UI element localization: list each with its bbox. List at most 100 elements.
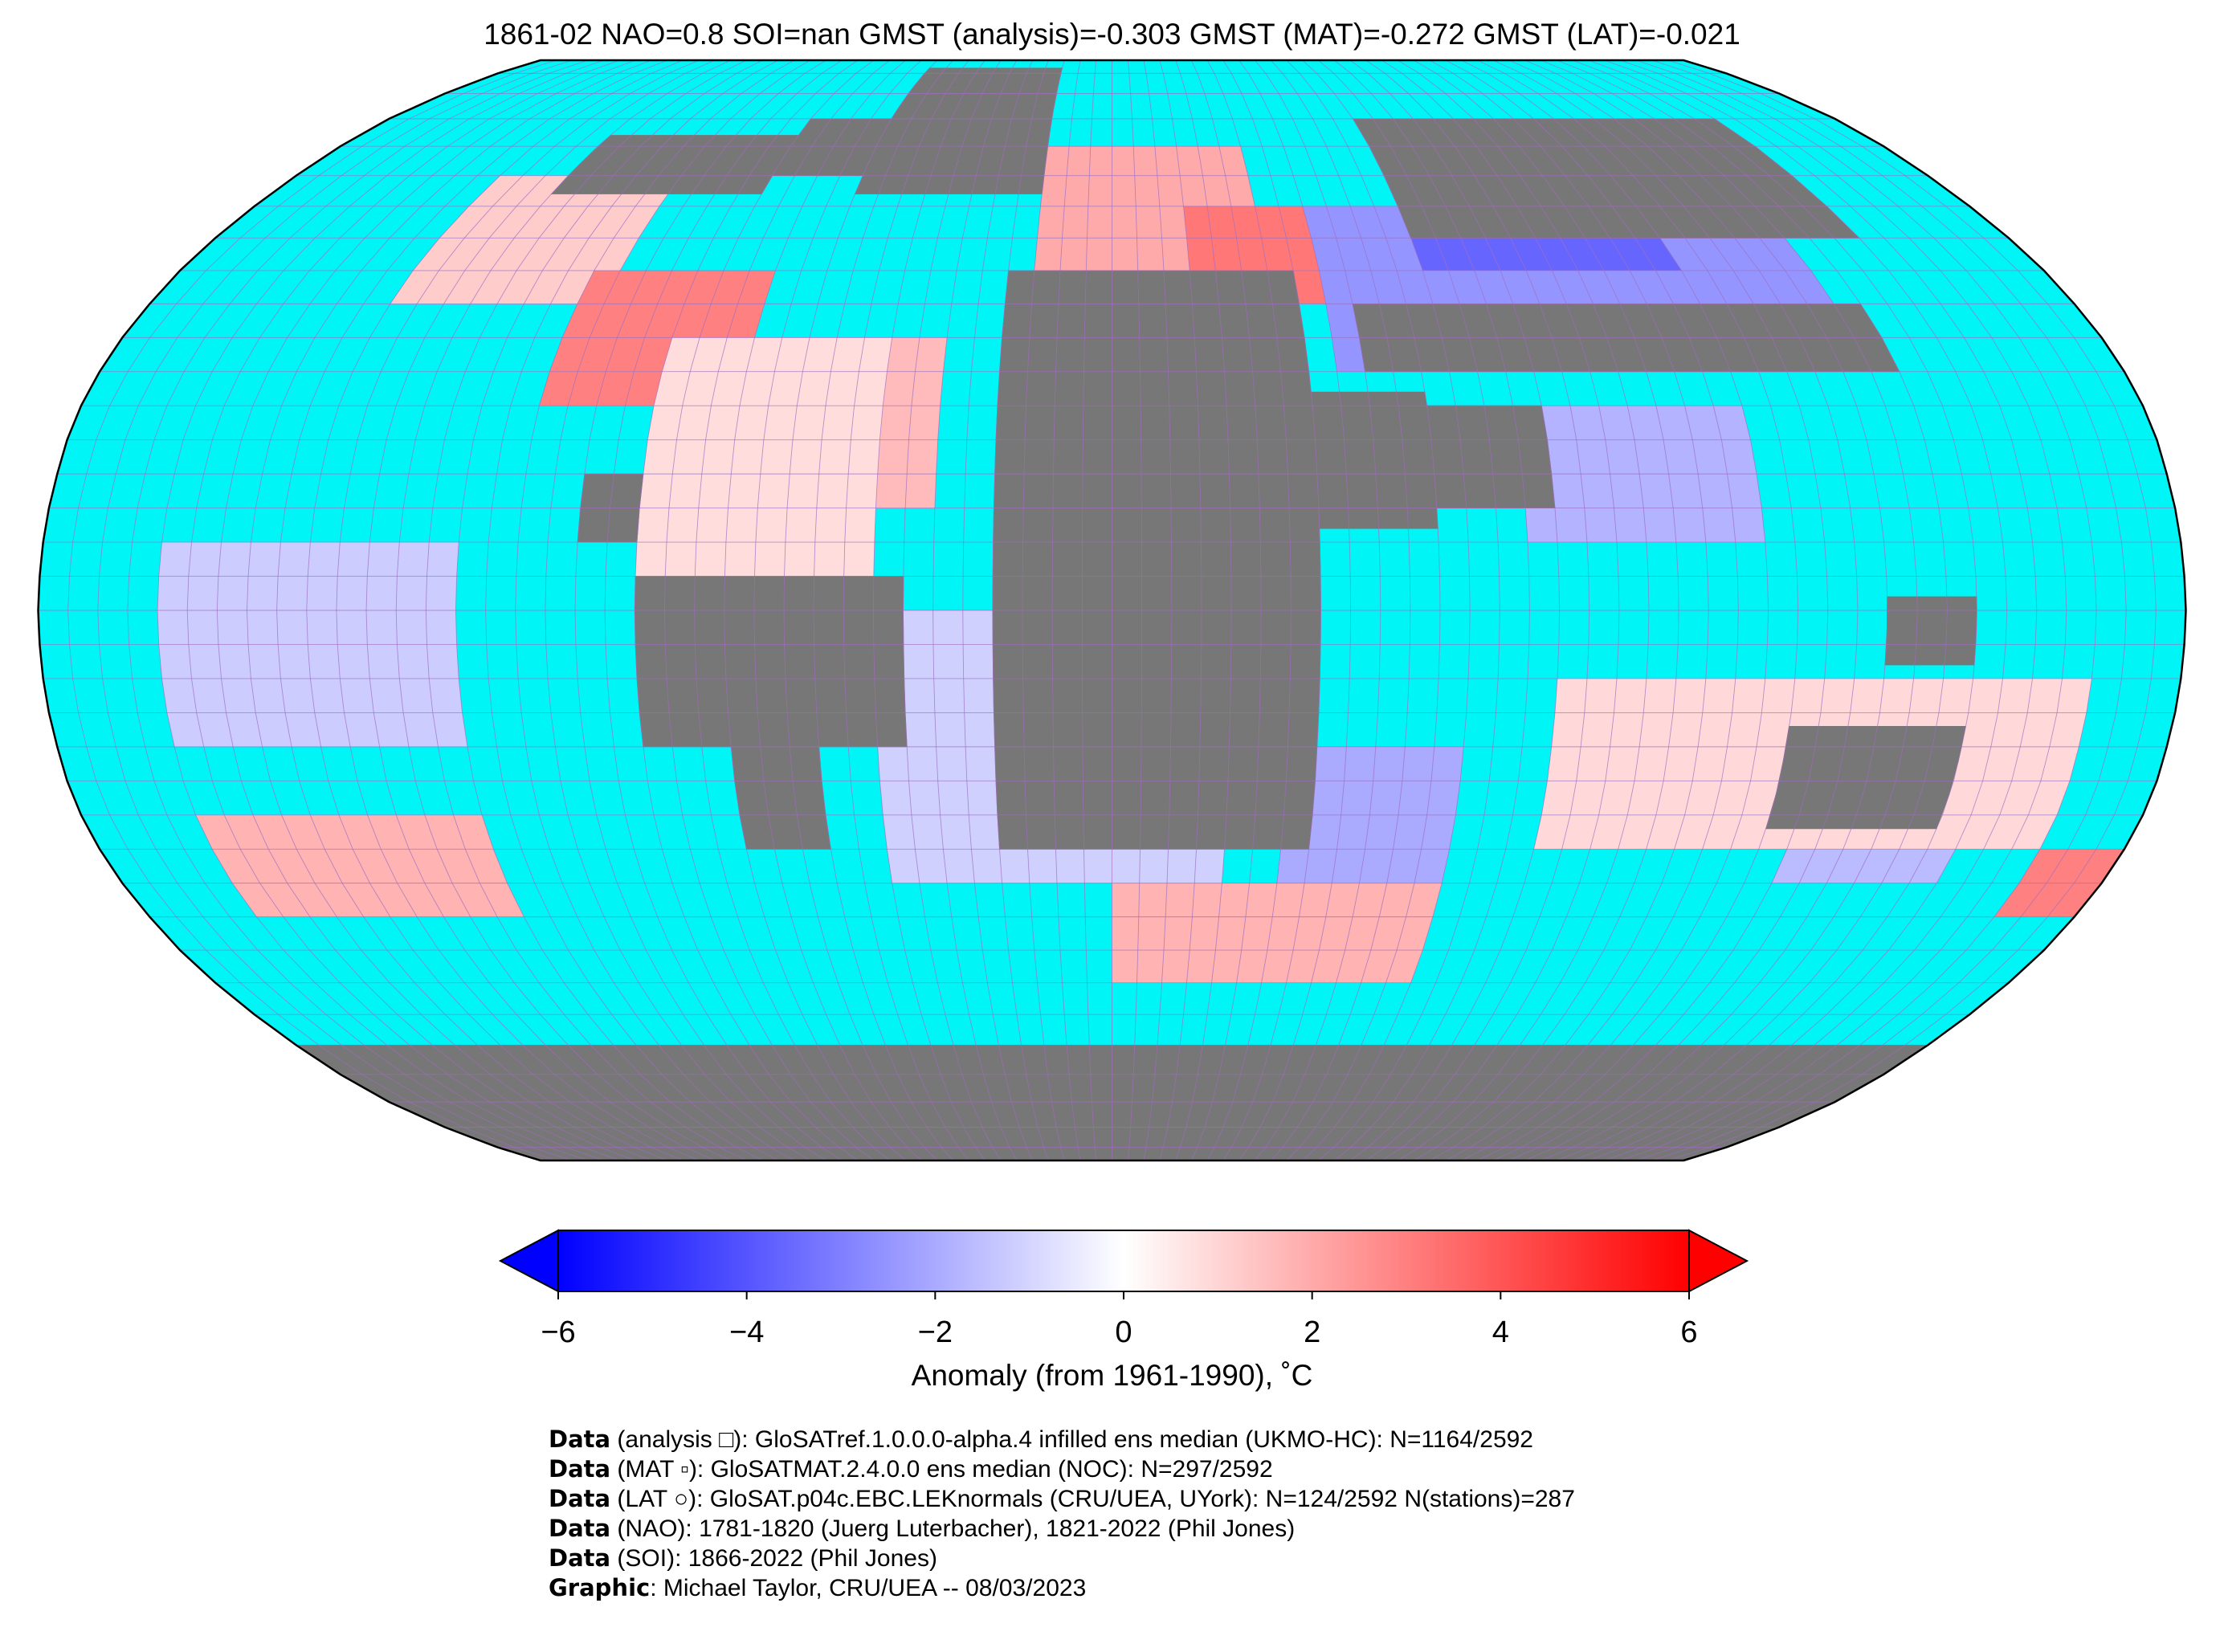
anomaly-cell bbox=[1971, 781, 2012, 815]
anomaly-cell bbox=[390, 270, 439, 304]
anomaly-cell bbox=[492, 175, 546, 206]
anomaly-cell bbox=[1344, 746, 1376, 781]
anomaly-cell bbox=[696, 508, 728, 543]
anomaly-cell bbox=[1230, 206, 1262, 239]
anomaly-cell bbox=[314, 883, 364, 917]
anomaly-cell bbox=[1332, 337, 1365, 372]
anomaly-cell bbox=[281, 814, 325, 850]
anomaly-cell bbox=[1547, 746, 1581, 781]
anomaly-cell bbox=[1194, 849, 1225, 883]
colorbar-extend-low bbox=[498, 1229, 559, 1293]
anomaly-cell bbox=[413, 238, 465, 271]
land-cell bbox=[1024, 781, 1055, 816]
land-cell bbox=[1189, 270, 1220, 304]
anomaly-cell bbox=[1614, 508, 1647, 543]
land-cell bbox=[694, 610, 725, 645]
anomaly-cell bbox=[1639, 712, 1674, 747]
land-cell bbox=[814, 644, 846, 679]
land-cell bbox=[1031, 270, 1061, 304]
anomaly-cell bbox=[784, 542, 815, 577]
anomaly-cell bbox=[1982, 746, 2021, 781]
land-cell bbox=[1081, 644, 1112, 679]
anomaly-cell bbox=[1315, 746, 1347, 781]
anomaly-cell bbox=[1286, 238, 1320, 271]
land-cell bbox=[1140, 371, 1170, 406]
anomaly-cell bbox=[617, 304, 658, 338]
land-cell bbox=[1165, 303, 1195, 338]
anomaly-cell bbox=[1555, 508, 1587, 543]
anomaly-cell bbox=[369, 678, 404, 713]
land-cell bbox=[1367, 391, 1402, 427]
anomaly-cell bbox=[1414, 849, 1450, 883]
anomaly-cell bbox=[848, 439, 880, 475]
land-cell bbox=[994, 439, 1026, 475]
land-cell bbox=[1053, 405, 1084, 440]
anomaly-cell bbox=[549, 337, 590, 372]
anomaly-cell bbox=[1698, 712, 1732, 747]
anomaly-cell bbox=[1410, 238, 1449, 271]
land-cell bbox=[1283, 405, 1316, 440]
anomaly-cell bbox=[232, 883, 284, 917]
anomaly-cell bbox=[1211, 238, 1242, 271]
land-cell bbox=[1140, 405, 1171, 440]
land-cell bbox=[1132, 1074, 1156, 1103]
land-cell bbox=[875, 712, 908, 748]
anomaly-cell bbox=[1370, 270, 1406, 304]
land-cell bbox=[1112, 439, 1142, 475]
land-cell bbox=[1171, 610, 1202, 645]
land-cell bbox=[994, 746, 1026, 781]
credit-line: Data (NAO): 1781-1820 (Juerg Luterbacher… bbox=[549, 1515, 1296, 1542]
land-cell bbox=[1287, 712, 1320, 748]
land-cell bbox=[1228, 473, 1260, 508]
land-cell bbox=[1022, 576, 1053, 611]
anomaly-cell bbox=[1942, 781, 1983, 815]
anomaly-cell bbox=[2057, 678, 2092, 713]
anomaly-cell bbox=[397, 542, 430, 577]
anomaly-cell bbox=[252, 814, 297, 850]
land-cell bbox=[843, 644, 875, 679]
anomaly-cell bbox=[344, 712, 380, 747]
land-cell bbox=[1345, 459, 1377, 495]
land-cell bbox=[725, 678, 758, 713]
anomaly-cell bbox=[429, 678, 463, 713]
land-cell bbox=[1347, 494, 1379, 529]
land-cell bbox=[872, 576, 904, 611]
anomaly-cell bbox=[1655, 270, 1700, 304]
land-cell bbox=[1068, 1074, 1092, 1103]
land-cell bbox=[1141, 576, 1173, 611]
land-cell bbox=[1022, 610, 1053, 645]
anomaly-cell bbox=[1605, 746, 1640, 781]
land-cell bbox=[1170, 644, 1202, 679]
anomaly-cell bbox=[1634, 746, 1669, 781]
land-cell bbox=[813, 610, 845, 645]
anomaly-cell bbox=[725, 508, 758, 543]
anomaly-cell bbox=[426, 610, 457, 645]
land-cell bbox=[1371, 426, 1405, 461]
anomaly-cell bbox=[196, 712, 234, 747]
anomaly-cell bbox=[157, 610, 189, 645]
land-cell bbox=[1191, 303, 1222, 338]
anomaly-cell bbox=[191, 678, 226, 713]
colorbar-tick-label: 4 bbox=[1492, 1315, 1509, 1349]
anomaly-cell bbox=[905, 712, 937, 747]
anomaly-cell bbox=[665, 542, 696, 577]
anomaly-cell bbox=[396, 576, 427, 610]
colorbar-label: Anomaly (from 1961-1990), ˚C bbox=[911, 1359, 1313, 1392]
data-credits: Data (analysis □): GloSATref.1.0.0.0-alp… bbox=[549, 1425, 1575, 1603]
anomaly-cell bbox=[1510, 238, 1553, 271]
anomaly-cell bbox=[879, 406, 912, 440]
land-cell bbox=[1406, 494, 1438, 529]
land-cell bbox=[1027, 337, 1058, 373]
anomaly-cell bbox=[432, 712, 467, 747]
anomaly-cell bbox=[1136, 206, 1162, 239]
land-cell bbox=[1055, 337, 1085, 373]
anomaly-cell bbox=[854, 371, 888, 406]
anomaly-cell bbox=[217, 576, 248, 610]
land-cell bbox=[580, 473, 614, 508]
land-cell bbox=[872, 610, 904, 645]
anomaly-cell bbox=[1261, 238, 1294, 271]
anomaly-cell bbox=[1791, 678, 1825, 713]
anomaly-cell bbox=[1552, 270, 1594, 304]
anomaly-cell bbox=[424, 814, 466, 850]
anomaly-cell bbox=[936, 746, 967, 781]
